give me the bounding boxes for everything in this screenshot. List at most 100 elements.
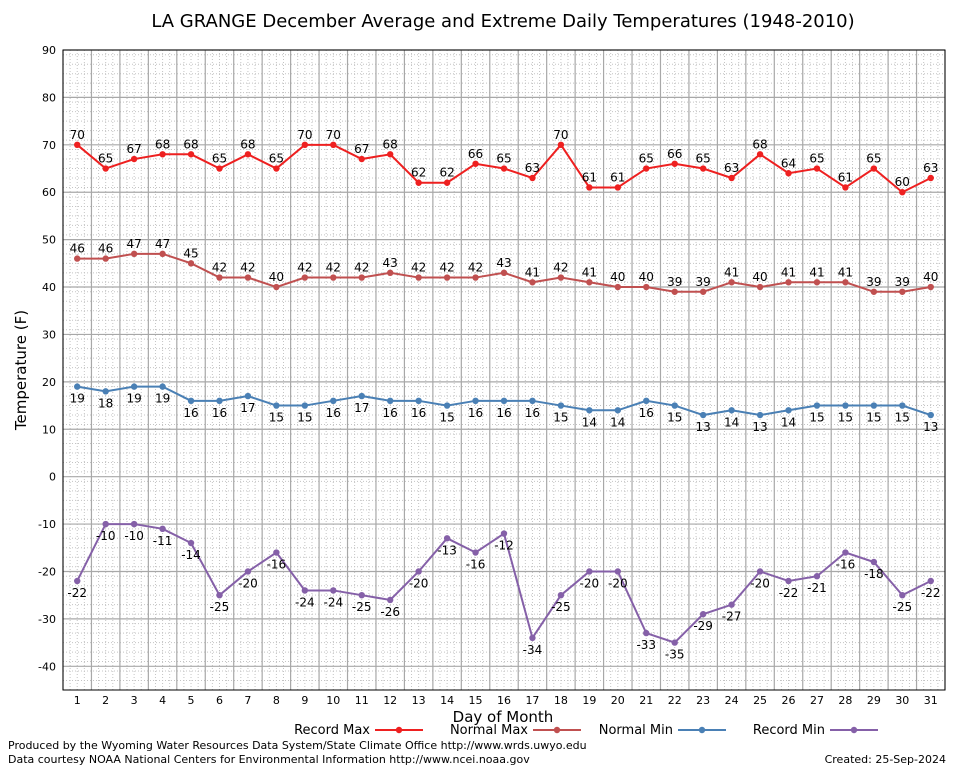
data-label: 43 — [496, 256, 511, 270]
x-tick-label: 15 — [469, 694, 483, 707]
legend-label: Record Min — [753, 723, 825, 738]
data-label: 42 — [468, 261, 483, 275]
data-label: -22 — [67, 586, 87, 600]
data-point — [756, 568, 764, 575]
data-point — [643, 397, 650, 405]
data-label: 61 — [610, 170, 625, 184]
data-point — [529, 397, 536, 405]
data-label: 16 — [468, 406, 483, 420]
data-label: -25 — [210, 600, 230, 614]
data-label: 60 — [895, 175, 910, 189]
data-point — [728, 279, 735, 286]
data-point — [443, 402, 451, 409]
data-point — [927, 174, 934, 182]
data-point — [74, 383, 81, 390]
data-point — [159, 383, 166, 390]
x-tick-label: 5 — [188, 694, 195, 707]
data-point — [187, 539, 195, 547]
data-label: 15 — [439, 411, 454, 425]
data-label: -21 — [807, 581, 827, 595]
data-point — [330, 587, 337, 594]
data-label: -14 — [181, 548, 201, 562]
data-label: 14 — [610, 415, 625, 429]
x-tick-label: 18 — [554, 694, 568, 707]
data-label: 68 — [183, 137, 198, 151]
data-point — [671, 402, 678, 409]
data-point — [728, 407, 735, 414]
data-label: 65 — [98, 152, 113, 166]
data-point — [386, 596, 394, 604]
data-point — [386, 269, 394, 277]
x-tick-label: 3 — [131, 694, 138, 707]
data-label: -24 — [323, 595, 343, 609]
data-point — [785, 407, 792, 414]
legend-item: Record Min — [753, 723, 878, 738]
legend-item: Normal Min — [599, 723, 726, 738]
y-tick-label: 50 — [42, 234, 56, 247]
data-point — [415, 568, 422, 575]
x-tick-label: 10 — [326, 694, 340, 707]
data-point — [273, 402, 280, 409]
data-label: -29 — [693, 619, 713, 633]
data-label: 16 — [525, 406, 540, 420]
data-point — [187, 151, 195, 158]
x-tick-label: 19 — [582, 694, 596, 707]
data-label: 68 — [752, 137, 767, 151]
data-point — [301, 274, 309, 281]
y-tick-label: 20 — [42, 376, 56, 389]
data-point — [529, 174, 536, 182]
legend-item: Record Max — [294, 723, 423, 738]
data-label: 62 — [439, 166, 454, 180]
data-label: 63 — [525, 161, 540, 175]
data-point — [671, 288, 678, 295]
data-point — [870, 402, 878, 409]
x-tick-label: 17 — [525, 694, 539, 707]
data-point — [927, 283, 934, 291]
y-tick-label: 40 — [42, 281, 56, 294]
data-point — [130, 250, 138, 258]
data-label: 15 — [838, 411, 853, 425]
data-point — [244, 274, 252, 281]
data-point — [330, 274, 337, 281]
data-point — [472, 549, 479, 556]
y-tick-label: -10 — [38, 518, 56, 531]
data-point — [74, 141, 81, 149]
data-label: 65 — [269, 152, 284, 166]
data-point — [813, 165, 821, 172]
data-label: -16 — [836, 558, 856, 572]
data-label: 18 — [98, 396, 113, 410]
y-tick-label: -20 — [38, 565, 56, 578]
data-label: -11 — [153, 534, 173, 548]
data-point — [842, 402, 849, 409]
data-label: 15 — [895, 411, 910, 425]
data-point — [130, 155, 138, 163]
data-point — [301, 141, 309, 149]
data-label: -20 — [238, 576, 258, 590]
data-label: 41 — [525, 265, 540, 279]
data-label: -22 — [921, 586, 941, 600]
data-point — [301, 402, 309, 409]
data-point — [472, 274, 479, 281]
data-label: 19 — [155, 392, 170, 406]
data-label: -18 — [864, 567, 884, 581]
data-label: 39 — [866, 275, 881, 289]
data-label: 40 — [610, 270, 625, 284]
data-point — [614, 283, 622, 291]
data-point — [244, 568, 252, 575]
data-label: 15 — [866, 411, 881, 425]
data-point — [614, 184, 622, 191]
data-label: 68 — [155, 137, 170, 151]
x-tick-label: 14 — [440, 694, 454, 707]
data-point — [74, 577, 81, 585]
data-label: 41 — [838, 265, 853, 279]
data-label: -12 — [494, 539, 514, 553]
data-label: 65 — [639, 152, 654, 166]
x-tick-label: 11 — [355, 694, 369, 707]
data-label: 16 — [183, 406, 198, 420]
data-point — [643, 629, 650, 637]
data-point — [216, 165, 223, 172]
data-point — [358, 274, 365, 281]
data-label: 14 — [582, 415, 597, 429]
